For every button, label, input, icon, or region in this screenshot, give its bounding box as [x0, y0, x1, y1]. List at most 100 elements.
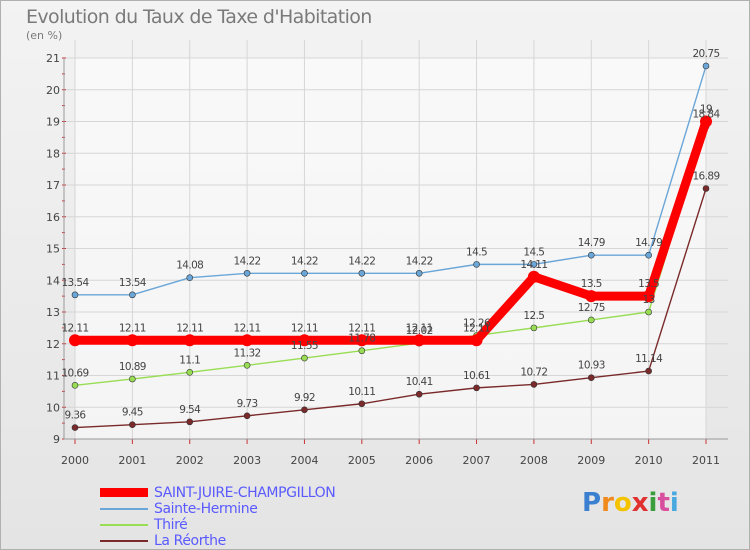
data-label: 12.11	[348, 322, 375, 334]
legend-swatch-sainte-hermine	[100, 508, 148, 510]
logo-letter: P	[582, 488, 602, 518]
data-label: 12.5	[523, 310, 544, 322]
x-tick-label: 2009	[577, 454, 605, 467]
logo-letter: t	[657, 488, 670, 518]
data-point	[645, 367, 652, 375]
x-tick-label: 2001	[118, 454, 146, 467]
data-point	[358, 347, 366, 355]
x-tick-label: 2010	[635, 454, 663, 467]
data-point	[243, 269, 251, 277]
data-point	[186, 274, 194, 282]
data-label: 11.14	[635, 353, 663, 365]
data-label: 12.11	[176, 322, 203, 334]
data-point	[415, 269, 423, 277]
y-tick-label: 21	[46, 52, 60, 65]
data-point	[126, 334, 139, 347]
data-label: 10.61	[463, 370, 490, 382]
x-tick-label: 2000	[61, 454, 89, 467]
data-point	[645, 308, 652, 316]
x-tick-label: 2011	[692, 454, 720, 467]
legend-label-sainte-hermine: Sainte-Hermine	[154, 501, 258, 517]
data-label: 20.75	[692, 48, 719, 60]
data-label: 12.11	[61, 322, 88, 334]
y-tick-label: 12	[46, 338, 60, 351]
data-label: 14.79	[578, 237, 605, 249]
y-tick-label: 11	[46, 370, 60, 383]
data-label: 11.55	[291, 340, 318, 352]
data-point	[415, 390, 423, 398]
data-label: 13.5	[581, 278, 602, 290]
data-label: 9.54	[179, 404, 201, 416]
data-label: 13.5	[638, 278, 659, 290]
y-tick-label: 9	[53, 433, 60, 446]
data-point	[358, 400, 366, 408]
data-label: 13.54	[61, 277, 89, 289]
data-point	[473, 261, 480, 268]
data-point	[587, 374, 595, 382]
data-label: 14.11	[520, 259, 547, 271]
data-label: 9.36	[65, 410, 87, 422]
series-line	[75, 65, 707, 296]
y-tick-label: 18	[46, 147, 60, 160]
data-label: 12.11	[234, 322, 261, 334]
data-point	[301, 406, 308, 414]
data-point	[530, 324, 538, 332]
data-point	[129, 291, 136, 299]
data-label: 12.11	[406, 322, 433, 334]
data-label: 14.79	[635, 237, 662, 249]
data-label: 12.11	[291, 322, 318, 334]
y-tick-label: 16	[46, 211, 60, 224]
legend-swatch-thire	[100, 524, 148, 526]
data-point	[645, 251, 652, 259]
data-point	[301, 269, 308, 277]
y-tick-label: 17	[46, 179, 60, 192]
logo-letter: o	[613, 488, 632, 518]
legend-label-saint-juire: SAINT-JUIRE-CHAMPGILLON	[154, 485, 336, 501]
data-point	[530, 381, 538, 388]
y-tick-label: 14	[46, 274, 60, 287]
y-tick-label: 15	[46, 243, 60, 256]
data-point	[642, 290, 655, 303]
proxiti-logo: Proxiti	[582, 488, 679, 518]
data-point	[413, 334, 426, 347]
data-point	[186, 418, 194, 426]
data-label: 19	[700, 104, 712, 116]
data-label: 12.11	[463, 322, 490, 334]
data-label: 14.08	[176, 260, 203, 272]
data-point	[585, 290, 598, 303]
data-point	[129, 421, 136, 429]
data-point	[186, 369, 194, 376]
data-point	[69, 334, 81, 347]
data-label: 9.45	[122, 407, 143, 419]
data-label: 10.93	[578, 360, 605, 372]
data-label: 14.5	[523, 246, 544, 258]
data-point	[71, 291, 79, 299]
data-point	[358, 269, 366, 277]
data-label: 11.1	[179, 354, 200, 366]
x-tick-label: 2005	[348, 454, 376, 467]
data-point	[702, 62, 710, 70]
data-point	[527, 270, 540, 283]
legend-label-la-reorthe: La Réorthe	[154, 533, 226, 549]
data-label: 10.72	[520, 366, 547, 378]
series-line	[74, 126, 707, 387]
legend-label-thire: Thiré	[154, 517, 188, 533]
data-label: 13.54	[119, 277, 147, 289]
data-point	[129, 375, 136, 383]
x-tick-label: 2003	[233, 454, 261, 467]
x-tick-label: 2004	[290, 454, 318, 467]
data-label: 12.75	[578, 302, 605, 314]
data-point	[700, 115, 712, 128]
x-tick-label: 2006	[405, 454, 433, 467]
data-label: 9.73	[237, 398, 258, 410]
data-label: 14.22	[406, 255, 433, 267]
logo-letter: i	[648, 488, 658, 518]
data-label: 10.41	[406, 376, 433, 388]
data-point	[470, 334, 483, 347]
data-point	[587, 316, 595, 324]
data-point	[243, 362, 251, 369]
data-label: 14.22	[234, 255, 261, 267]
y-tick-label: 20	[46, 84, 60, 97]
data-label: 12.11	[119, 322, 146, 334]
data-label: 12.02	[406, 325, 433, 337]
